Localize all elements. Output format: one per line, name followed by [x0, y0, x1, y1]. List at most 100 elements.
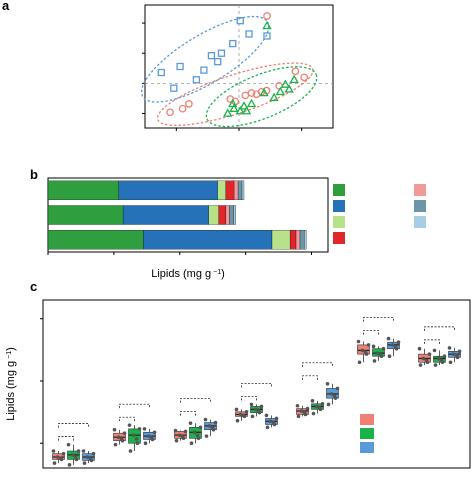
data-point — [134, 437, 139, 441]
ellipse-low-n — [205, 66, 318, 128]
data-point — [436, 356, 441, 361]
x-axis-label-exponent: −1 — [213, 269, 221, 276]
data-point — [253, 407, 258, 412]
panel-label-a: a — [2, 0, 10, 13]
point-low-pepn — [157, 68, 165, 77]
point-low-n — [284, 84, 294, 93]
data-point — [203, 417, 208, 422]
data-point — [366, 343, 371, 347]
legend-swatch — [360, 414, 374, 425]
bar-segment-sphingolipid — [233, 180, 239, 200]
data-point — [396, 340, 401, 344]
bar-segment-fatty-ester — [229, 205, 234, 225]
data-point — [356, 339, 361, 344]
data-point — [67, 463, 72, 467]
boxplot-panel: Lipids (mg g −1) — [5, 299, 471, 469]
point-low-pepn — [207, 51, 216, 60]
data-point — [325, 382, 330, 386]
plot-frame — [42, 299, 471, 469]
data-point — [265, 425, 270, 430]
data-point — [173, 428, 178, 433]
data-point — [142, 427, 147, 431]
data-point — [195, 433, 200, 437]
y-axis-label: Lipids (mg g −1) — [5, 347, 17, 421]
data-point — [137, 427, 142, 431]
comparison-bracket — [424, 326, 455, 331]
data-point — [442, 354, 447, 359]
comparison-bracket — [58, 423, 89, 428]
data-point — [454, 353, 459, 358]
data-point — [174, 438, 179, 443]
data-point — [439, 358, 444, 363]
data-point — [372, 359, 377, 363]
data-point — [128, 449, 133, 453]
bar-segment-neutral-glycerolipid — [271, 230, 291, 250]
data-point — [198, 425, 203, 430]
point-control — [247, 89, 256, 97]
data-point — [393, 344, 398, 349]
data-point — [256, 409, 261, 413]
data-point — [244, 409, 249, 414]
data-point — [259, 404, 264, 409]
legend-swatch — [333, 232, 345, 244]
data-point — [210, 425, 215, 430]
data-point — [363, 350, 368, 355]
comparison-bracket — [180, 398, 211, 403]
point-low-n — [235, 105, 245, 115]
data-point — [241, 413, 246, 418]
y-axis-label-main: Lipids (mg g — [5, 361, 17, 421]
data-point — [271, 421, 276, 425]
data-point — [317, 406, 322, 410]
data-point — [76, 449, 81, 453]
point-low-n — [239, 101, 249, 110]
data-point — [381, 346, 386, 351]
data-point — [204, 434, 209, 438]
data-point — [371, 344, 376, 349]
comparison-bracket — [241, 383, 272, 388]
legend-marker — [262, 20, 272, 30]
stacked-bar-panel: Lipids (mg g −1) — [47, 177, 426, 280]
data-point — [357, 360, 362, 365]
data-point — [61, 451, 66, 456]
data-point — [207, 424, 212, 428]
point-low-pepn — [214, 58, 222, 66]
data-point — [448, 360, 453, 365]
data-point — [299, 409, 304, 413]
comparison-bracket — [302, 375, 318, 380]
point-control — [166, 108, 174, 117]
comparison-bracket — [363, 317, 394, 322]
data-point — [146, 434, 151, 438]
data-point — [326, 402, 331, 407]
bar-segment-phospholipid — [47, 205, 124, 225]
data-point — [235, 418, 240, 423]
legend-swatch — [333, 216, 345, 228]
data-point — [234, 407, 239, 412]
data-point — [390, 343, 395, 347]
data-point — [296, 414, 301, 419]
bar-segment-neutral-glycerolipid — [217, 180, 227, 200]
data-point — [310, 399, 315, 403]
data-point — [73, 455, 78, 459]
data-point — [119, 437, 124, 441]
bar-segment-neutral-glycerolipid — [208, 205, 219, 225]
bar-segment-fatty-ester — [299, 230, 305, 250]
data-point — [238, 412, 243, 417]
data-point — [447, 346, 452, 350]
bar-segment-coenzyme — [233, 205, 236, 225]
legend-swatch — [333, 184, 345, 196]
bar-segment-glycolipid — [143, 230, 273, 250]
data-point — [85, 455, 90, 459]
point-low-pepn — [200, 66, 208, 74]
data-point — [55, 455, 60, 459]
panel-label-c: c — [30, 279, 37, 294]
point-low-n — [259, 87, 269, 97]
data-point — [180, 434, 185, 439]
data-point — [274, 416, 279, 421]
data-point — [82, 461, 87, 465]
legend-swatch — [360, 428, 374, 439]
x-axis-label: Lipids (mg g −1) — [151, 268, 225, 280]
comparison-bracket — [58, 436, 74, 441]
legend-marker — [263, 12, 271, 20]
point-control — [178, 104, 187, 113]
